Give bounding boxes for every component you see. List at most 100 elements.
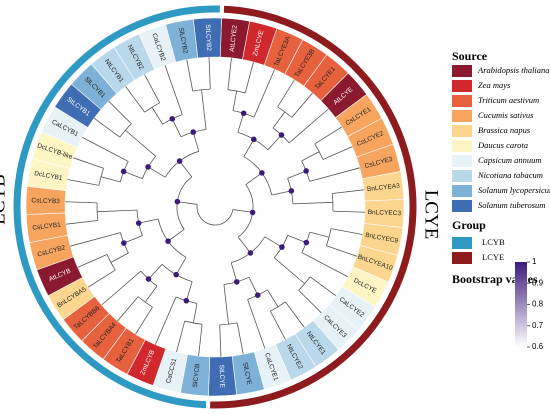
node-dot <box>233 279 240 285</box>
branch <box>291 92 313 118</box>
branch <box>270 311 286 340</box>
legend-label: Daucus carota <box>477 140 528 150</box>
legend-swatch <box>452 252 472 264</box>
branch <box>309 167 360 182</box>
branch <box>171 118 182 137</box>
node-dot <box>279 244 285 250</box>
branch <box>301 252 348 278</box>
branch <box>332 189 365 194</box>
branch <box>117 296 139 322</box>
node-dot <box>303 239 310 246</box>
legend-swatch <box>452 80 472 92</box>
colorbar-tick-label: 0.6 <box>532 342 544 351</box>
branch <box>277 79 295 108</box>
branch <box>284 301 305 328</box>
branch <box>93 117 121 138</box>
branch <box>298 276 311 291</box>
node-dot <box>176 158 183 164</box>
branch <box>147 166 166 178</box>
branch <box>270 301 286 312</box>
branch <box>175 257 187 275</box>
leaf-label: SlCYCB <box>192 363 202 387</box>
branch <box>77 254 108 268</box>
branch <box>223 284 229 325</box>
legend-label: Triticum aestivum <box>478 95 539 105</box>
branch <box>314 126 343 145</box>
legend-title: Source <box>452 49 488 63</box>
branch <box>123 171 143 180</box>
node-dot <box>288 188 295 194</box>
branch <box>198 324 203 357</box>
branch <box>177 201 198 205</box>
legend-label: Solanum tuberosum <box>478 200 545 210</box>
branch <box>138 218 159 224</box>
node-dot <box>259 170 265 176</box>
node-dot <box>249 209 256 216</box>
colorbar-tick-label: 0.7 <box>532 321 544 330</box>
branch <box>82 136 129 162</box>
branch <box>167 229 185 242</box>
legend-swatch <box>452 170 472 182</box>
legend-label: Capsicum annuum <box>478 155 542 165</box>
branch <box>232 90 238 111</box>
branch <box>186 59 194 92</box>
group-label: LCYB <box>0 174 9 225</box>
node-dot <box>169 116 176 122</box>
legend-label: LCYE <box>482 252 504 262</box>
branch <box>309 231 330 238</box>
legend-label: Cucumis sativus <box>478 110 534 120</box>
branch <box>264 236 283 248</box>
branch <box>330 228 363 235</box>
node-dot <box>173 271 179 278</box>
group-arc <box>13 5 220 409</box>
branch <box>232 209 253 213</box>
branch <box>73 157 104 169</box>
legend-swatch <box>452 185 472 197</box>
branch <box>192 303 198 324</box>
branch <box>237 236 251 254</box>
legend-label: Solanum lycopersicum <box>478 185 550 195</box>
branch <box>144 285 158 303</box>
branch <box>70 232 121 247</box>
branch <box>247 299 266 349</box>
node-dot <box>303 168 309 174</box>
node-dot <box>254 292 261 298</box>
branch <box>185 281 193 301</box>
leaf-label: SlLCYE <box>241 362 252 386</box>
branch <box>192 131 200 152</box>
branch <box>271 190 292 196</box>
node-dot <box>174 198 181 205</box>
legend-title: Group <box>452 218 486 232</box>
branch <box>227 57 232 90</box>
node-dot <box>183 297 190 304</box>
branch <box>87 269 116 288</box>
colorbar <box>515 262 527 347</box>
legend-swatch <box>452 110 472 122</box>
branch <box>287 234 307 243</box>
branch <box>151 107 163 125</box>
branch <box>298 289 322 314</box>
branch <box>273 257 305 285</box>
leaf-label: BnLCYEC3 <box>368 209 402 217</box>
node-dot <box>190 129 197 135</box>
legend-label: Arabidopsis thaliana <box>477 65 550 75</box>
branch <box>236 322 244 355</box>
branch <box>253 69 276 118</box>
branch <box>301 151 320 162</box>
legend-label: Zea mays <box>478 80 511 90</box>
node-dot <box>145 276 152 282</box>
legend-label: LCYB <box>482 237 505 247</box>
branch <box>288 108 329 144</box>
leaf-label: SlLCYB2 <box>177 27 189 55</box>
branch <box>208 57 211 90</box>
group-arc <box>210 5 417 409</box>
branch <box>119 123 132 138</box>
colorbar-tick-label: 1 <box>532 257 537 266</box>
colorbar-tick-label: 0.8 <box>532 300 544 309</box>
branch <box>332 210 365 213</box>
node-dot <box>135 220 142 226</box>
node-dot <box>145 164 151 170</box>
node-dot <box>121 240 127 246</box>
branch <box>100 176 121 183</box>
group-label: LCYE <box>421 190 442 240</box>
